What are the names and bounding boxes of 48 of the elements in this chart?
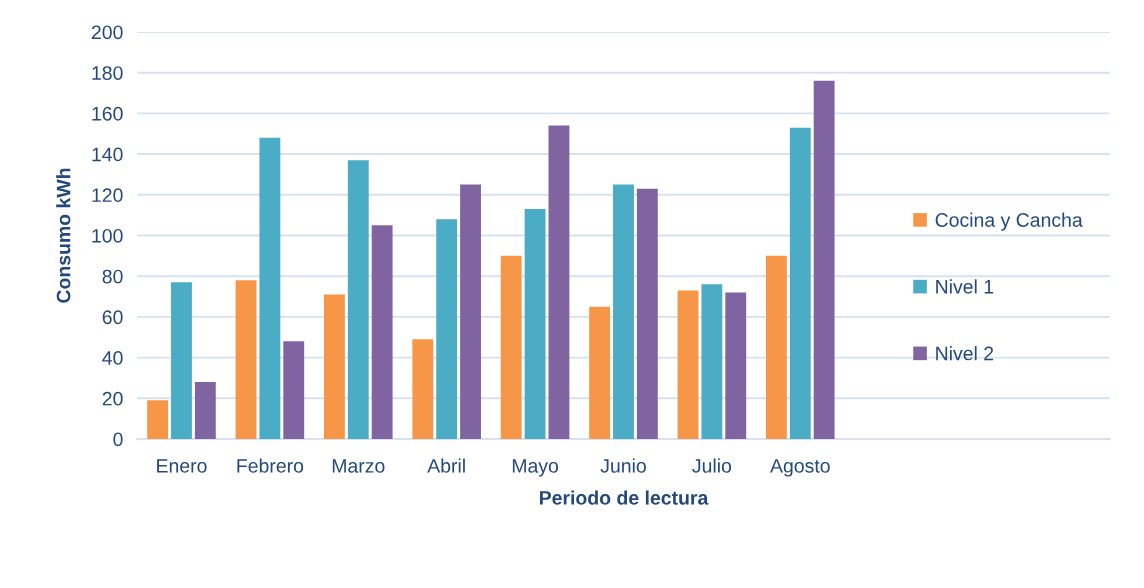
bar [323,294,345,439]
y-tick-label: 160 [92,106,123,121]
x-tick-label: Enero [157,459,207,473]
y-tick-label: 180 [92,66,123,80]
bar [194,382,216,439]
bar [235,280,257,439]
bar [347,160,369,439]
bar [500,255,522,439]
x-tick-label: Junio [600,458,646,473]
legend-label: Nivel 1 [936,279,994,294]
bar [259,137,281,439]
y-tick-label: 100 [92,228,123,243]
bar [725,292,747,439]
x-tick-label: Marzo [332,459,385,473]
legend-label: Cocina y Cancha [935,212,1083,231]
x-tick-label: Julio [692,458,732,473]
bar [765,255,787,439]
bar [548,125,570,439]
bar [636,188,658,439]
y-tick-label: 40 [102,351,123,365]
x-tick-label: Abril [427,458,465,473]
y-tick-label: 120 [92,188,123,203]
bar [677,290,699,439]
bar [436,219,458,439]
bar [171,282,192,439]
bar [147,400,169,439]
y-axis-title: Consumo kWh [56,168,71,303]
bar [412,339,434,439]
y-tick-label: 60 [102,310,123,325]
bar [460,184,481,439]
y-tick-label: 80 [102,269,123,284]
bar [283,341,305,439]
x-axis-title: Periodo de lectura [539,490,709,505]
y-tick-label: 140 [92,147,123,162]
bar [813,80,835,439]
bar [524,209,546,439]
bar [589,306,611,439]
y-tick-label: 20 [102,391,123,406]
x-tick-label: Agosto [770,459,830,477]
legend-label: Nivel 2 [936,346,994,361]
bar [789,127,811,439]
x-tick-label: Mayo [512,459,559,477]
bar [701,284,723,439]
bar [371,225,393,439]
y-tick-label: 200 [91,25,123,40]
x-tick-label: Febrero [237,458,304,473]
y-tick-label: 0 [113,432,123,447]
bar [613,184,634,439]
